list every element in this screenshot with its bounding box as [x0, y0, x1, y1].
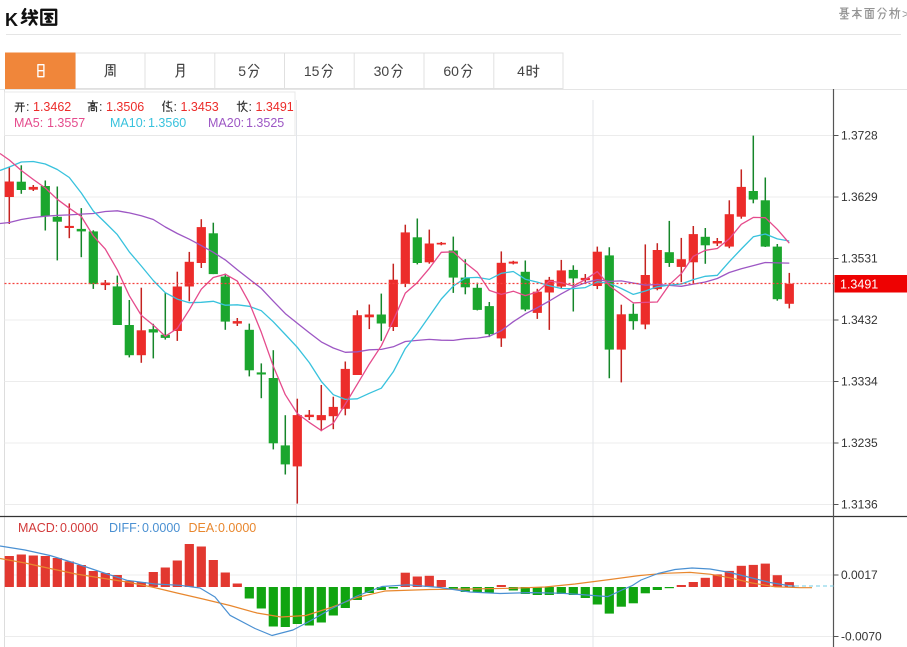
svg-text:MA20:: MA20:	[208, 116, 244, 130]
svg-text:1.3629: 1.3629	[841, 190, 878, 204]
svg-text:MA5:: MA5:	[14, 116, 43, 130]
svg-text:0.0000: 0.0000	[142, 521, 180, 535]
svg-text:30: 30	[374, 63, 390, 79]
svg-text::: :	[174, 100, 177, 114]
svg-text:1.3334: 1.3334	[841, 375, 878, 389]
svg-text:0.0000: 0.0000	[218, 521, 256, 535]
svg-text:K: K	[5, 10, 18, 30]
svg-text:1.3462: 1.3462	[33, 100, 71, 114]
svg-text:MA10:: MA10:	[110, 116, 146, 130]
svg-text::: :	[26, 100, 29, 114]
svg-text:60: 60	[443, 63, 459, 79]
svg-text:1.3235: 1.3235	[841, 436, 878, 450]
svg-text:1.3557: 1.3557	[47, 116, 85, 130]
svg-text:1.3506: 1.3506	[106, 100, 144, 114]
svg-text:-0.0070: -0.0070	[841, 630, 882, 644]
svg-text:1.3136: 1.3136	[841, 498, 878, 512]
svg-text:4: 4	[517, 63, 525, 79]
svg-text:DEA:: DEA:	[189, 521, 218, 535]
svg-text:1.3432: 1.3432	[841, 313, 878, 327]
svg-text:>: >	[902, 7, 907, 21]
svg-text::: :	[249, 100, 252, 114]
svg-text:1.3491: 1.3491	[256, 100, 294, 114]
svg-text:MACD:: MACD:	[18, 521, 58, 535]
svg-text:1.3531: 1.3531	[841, 252, 878, 266]
svg-text:1.3491: 1.3491	[840, 277, 878, 291]
svg-text:1.3560: 1.3560	[148, 116, 186, 130]
svg-text:1.3453: 1.3453	[181, 100, 219, 114]
svg-text::: :	[99, 100, 102, 114]
svg-text:15: 15	[304, 63, 320, 79]
svg-text:5: 5	[238, 63, 246, 79]
svg-text:0.0000: 0.0000	[60, 521, 98, 535]
svg-text:1.3525: 1.3525	[246, 116, 284, 130]
svg-text:0.0017: 0.0017	[841, 568, 878, 582]
svg-text:DIFF:: DIFF:	[109, 521, 140, 535]
svg-text:1.3728: 1.3728	[841, 129, 878, 143]
